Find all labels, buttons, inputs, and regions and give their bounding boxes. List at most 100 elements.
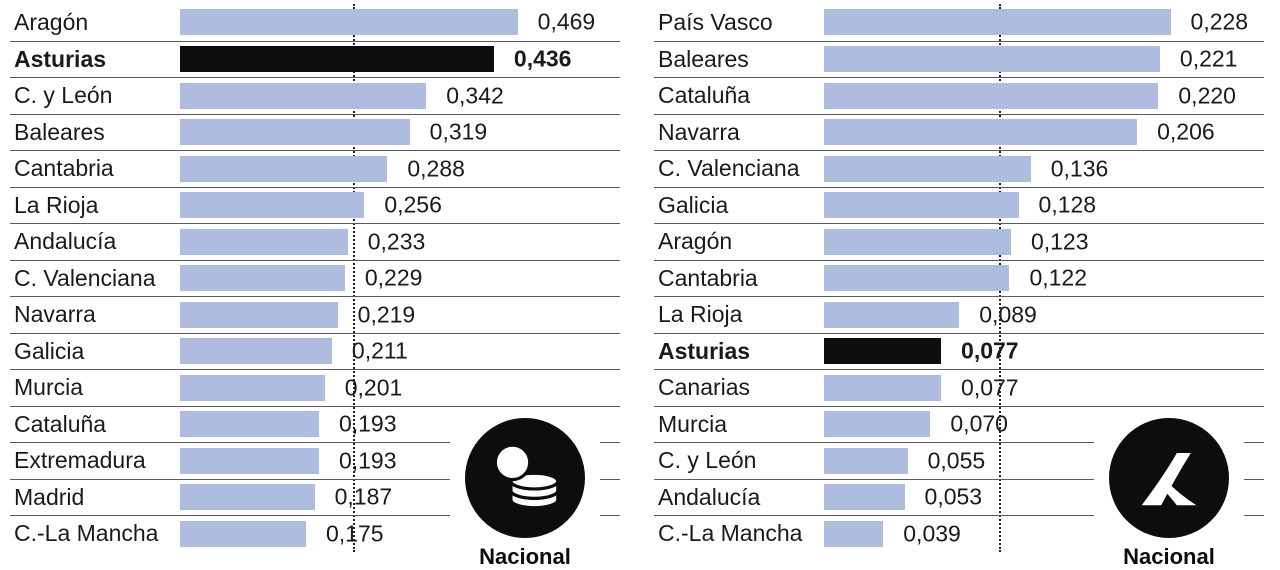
bar-row: Baleares0,221 [654,41,1264,78]
bar [180,83,426,109]
bar-wrap: 0,229 [180,265,540,291]
bar-wrap: 0,089 [824,302,1204,328]
bar [824,265,1009,291]
bar-wrap: 0,436 [180,46,540,72]
bar-row: Asturias0,436 [10,41,620,78]
row-value: 0,228 [1191,11,1249,34]
row-value: 0,201 [345,376,403,399]
row-value: 0,136 [1051,157,1109,180]
bar-row: Canarias0,077 [654,369,1264,406]
bar-wrap: 0,201 [180,375,540,401]
row-label: Andalucía [10,230,180,253]
bar [180,411,319,437]
row-value: 0,436 [514,48,572,71]
bar [824,229,1011,255]
row-value: 0,122 [1029,267,1087,290]
chart-left: Aragón 0,469 Asturias0,436 C. y León 0,342 Ba… [10,4,620,552]
bar-row: La Rioja0,256 [10,187,620,224]
row-value: 0,342 [446,84,504,107]
bar [180,302,338,328]
tax-agency-icon [1109,418,1229,538]
bar-wrap: 0,319 [180,119,540,145]
bar-row: Navarra0,219 [10,296,620,333]
row-value: 0,211 [352,340,408,363]
row-value: 0,128 [1039,194,1097,217]
row-label: Madrid [10,486,180,509]
bar [824,521,883,547]
row-label: País Vasco [654,11,824,34]
row-label: Canarias [654,376,824,399]
bar-row: Navarra 0,206 [654,114,1264,151]
row-label: Galicia [10,340,180,363]
row-value: 0,193 [339,449,397,472]
bar-wrap: 0,256 [180,192,540,218]
row-value: 0,206 [1157,121,1215,144]
bar-row: País Vasco0,228 [654,4,1264,41]
bar [180,448,319,474]
row-label: Cataluña [10,413,180,436]
row-label: C. y León [654,449,824,472]
row-label: Baleares [10,121,180,144]
row-label: C. y León [10,84,180,107]
bar-row: Murcia 0,201 [10,369,620,406]
row-value: 0,319 [430,121,488,144]
bar-wrap: 0,077 [824,338,1204,364]
bar [824,338,941,364]
bar-row: Aragón0,123 [654,223,1264,260]
bar-wrap: 0,219 [180,302,540,328]
bar-wrap: 0,228 [824,9,1204,35]
row-label: La Rioja [654,303,824,326]
row-label: C.-La Mancha [654,522,824,545]
bar-wrap: 0,233 [180,229,540,255]
bar [180,484,315,510]
chart-right: País Vasco0,228Baleares0,221Cataluña0,22… [654,4,1264,552]
row-label: La Rioja [10,194,180,217]
row-value: 0,193 [339,413,397,436]
row-label: Extremadura [10,449,180,472]
row-label: Murcia [10,376,180,399]
row-value: 0,175 [326,522,384,545]
bar [180,375,325,401]
bar-row: C. y León 0,342 [10,77,620,114]
bar [180,156,387,182]
row-label: Galicia [654,194,824,217]
bar-row: Galicia 0,128 [654,187,1264,224]
bar-wrap: 0,122 [824,265,1204,291]
bar [824,448,908,474]
bar-wrap: 0,342 [180,83,540,109]
row-label: Navarra [654,121,824,144]
bar [180,229,348,255]
bar-wrap: 0,221 [824,46,1204,72]
row-label: Navarra [10,303,180,326]
row-label: Murcia [654,413,824,436]
footer-label-right: Nacional [1094,544,1244,570]
row-label: C.-La Mancha [10,522,180,545]
row-label: Asturias [654,340,824,363]
row-value: 0,288 [407,157,465,180]
row-value: 0,187 [335,486,393,509]
row-value: 0,469 [538,11,596,34]
row-value: 0,070 [950,413,1008,436]
bar-wrap: 0,211 [180,338,540,364]
row-label: Aragón [10,11,180,34]
row-value: 0,233 [368,230,426,253]
bar [824,411,930,437]
bar-row: Baleares 0,319 [10,114,620,151]
bar [180,46,494,72]
bar-wrap: 0,128 [824,192,1204,218]
bar [180,192,364,218]
row-label: Cantabria [654,267,824,290]
row-label: C. Valenciana [10,267,180,290]
bar-wrap: 0,077 [824,375,1204,401]
bar [824,192,1019,218]
bar [824,375,941,401]
row-value: 0,220 [1178,84,1236,107]
row-label: Baleares [654,48,824,71]
row-value: 0,039 [903,522,961,545]
charts-container: Aragón0,469Asturias0,436C. y León0,342Ba… [0,0,1280,552]
bar-row: Asturias0,077 [654,333,1264,370]
bar [180,265,345,291]
bar-row: Cantabria0,288 [10,150,620,187]
row-label: Aragón [654,230,824,253]
row-value: 0,089 [979,303,1037,326]
